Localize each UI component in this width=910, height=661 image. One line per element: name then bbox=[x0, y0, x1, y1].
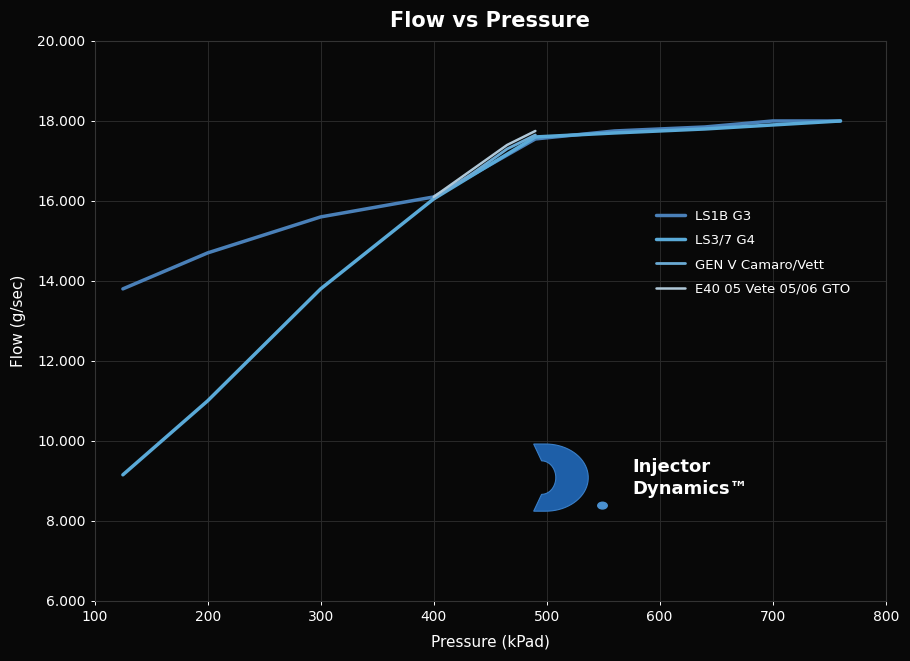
X-axis label: Pressure (kPad): Pressure (kPad) bbox=[430, 635, 550, 650]
GEN V Camaro/Vett bbox=[429, 195, 440, 203]
Circle shape bbox=[598, 502, 607, 509]
Line: GEN V Camaro/Vett: GEN V Camaro/Vett bbox=[434, 135, 535, 199]
LS1B G3 bbox=[767, 117, 778, 125]
LS1B G3 bbox=[315, 213, 326, 221]
LS1B G3 bbox=[429, 193, 440, 201]
Y-axis label: Flow (g/sec): Flow (g/sec) bbox=[11, 275, 26, 367]
Title: Flow vs Pressure: Flow vs Pressure bbox=[390, 11, 591, 31]
E40 05 Vete 05/06 GTO bbox=[429, 193, 440, 201]
LS1B G3 bbox=[835, 117, 846, 125]
LS1B G3 bbox=[609, 127, 620, 135]
LS1B G3 bbox=[654, 125, 665, 133]
LS1B G3 bbox=[202, 249, 213, 257]
Line: LS3/7 G4: LS3/7 G4 bbox=[123, 121, 841, 475]
LS3/7 G4 bbox=[835, 117, 846, 125]
LS1B G3 bbox=[117, 285, 128, 293]
LS1B G3 bbox=[700, 123, 711, 131]
LS3/7 G4 bbox=[767, 121, 778, 129]
LS3/7 G4 bbox=[700, 125, 711, 133]
GEN V Camaro/Vett bbox=[468, 169, 479, 177]
LS3/7 G4 bbox=[202, 397, 213, 405]
LS1B G3 bbox=[530, 135, 541, 143]
Polygon shape bbox=[533, 444, 588, 511]
Legend: LS1B G3, LS3/7 G4, GEN V Camaro/Vett, E40 05 Vete 05/06 GTO: LS1B G3, LS3/7 G4, GEN V Camaro/Vett, E4… bbox=[651, 204, 855, 301]
LS3/7 G4 bbox=[609, 129, 620, 137]
LS3/7 G4 bbox=[654, 127, 665, 135]
Text: Injector
Dynamics™: Injector Dynamics™ bbox=[632, 457, 748, 498]
GEN V Camaro/Vett bbox=[530, 131, 541, 139]
E40 05 Vete 05/06 GTO bbox=[530, 127, 541, 135]
LS3/7 G4 bbox=[315, 285, 326, 293]
LS3/7 G4 bbox=[429, 195, 440, 203]
E40 05 Vete 05/06 GTO bbox=[468, 165, 479, 173]
LS3/7 G4 bbox=[530, 133, 541, 141]
GEN V Camaro/Vett bbox=[501, 145, 512, 153]
E40 05 Vete 05/06 GTO bbox=[501, 141, 512, 149]
LS3/7 G4 bbox=[117, 471, 128, 479]
Line: LS1B G3: LS1B G3 bbox=[123, 121, 841, 289]
Line: E40 05 Vete 05/06 GTO: E40 05 Vete 05/06 GTO bbox=[434, 131, 535, 197]
